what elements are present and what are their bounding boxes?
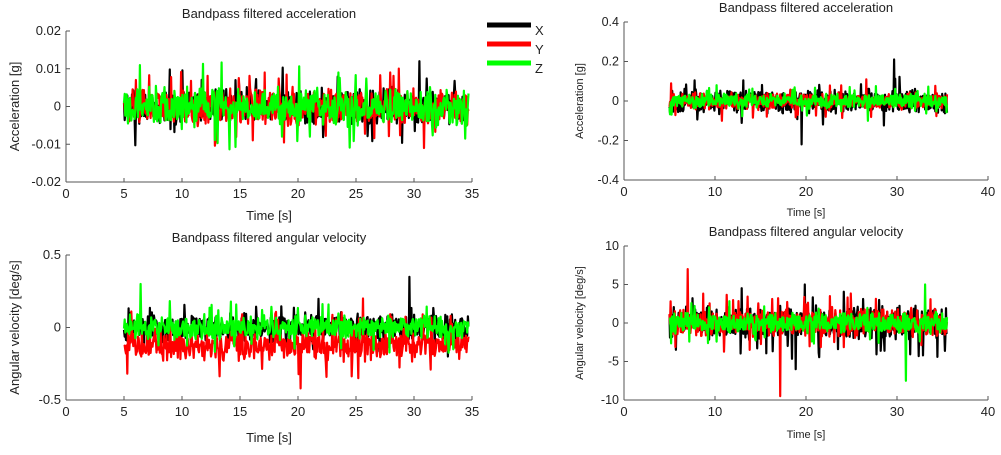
x-tick-label: 40 (981, 184, 995, 199)
y-tick-label: 0.5 (43, 247, 61, 262)
chart-panel-2: 0 10 20 30 40 0.4 0.2 0 -0.2 -0.4 Bandpass filtere… (574, 0, 995, 219)
series-line-z (668, 84, 949, 122)
series-line-y (123, 297, 470, 390)
y-tick-label: 10 (605, 239, 619, 253)
x-tick-label: 10 (175, 186, 189, 201)
chart-title: Bandpass filtered angular velocity (172, 230, 367, 245)
y-tick-label: 0.4 (602, 15, 619, 29)
x-axis-label: Time [s] (787, 207, 826, 219)
x-tick-label: 0 (620, 404, 627, 419)
y-tick-label: 5 (612, 278, 619, 292)
series-line-z (122, 282, 470, 354)
series-line-z (122, 61, 470, 151)
x-tick-label: 20 (291, 186, 305, 201)
x-axis-label: Time [s] (246, 208, 292, 223)
x-axis-label: Time [s] (787, 429, 826, 441)
legend-label-z: Z (535, 61, 543, 76)
x-tick-label: 20 (799, 184, 813, 199)
series-line-z (668, 283, 949, 382)
x-tick-label: 5 (120, 404, 127, 419)
chart-title: Bandpass filtered acceleration (182, 6, 356, 21)
y-tick-label: -10 (601, 393, 619, 407)
y-axis-label: Acceleration [g] (574, 63, 586, 139)
x-tick-label: 25 (349, 404, 363, 419)
y-axis-label: Angular velocity [deg/s] (574, 266, 586, 380)
x-tick-label: 15 (233, 404, 247, 419)
x-tick-label: 30 (407, 186, 421, 201)
x-tick-label: 30 (890, 404, 904, 419)
y-tick-label: -0.5 (39, 392, 61, 407)
x-tick-label: 20 (799, 404, 813, 419)
legend: XYZ (487, 22, 544, 76)
y-tick-label: 0 (54, 320, 61, 335)
y-tick-label: -5 (608, 355, 619, 369)
chart-panel-1: 0 5 10 15 20 25 30 35 0.02 0.01 0 -0.01 -0.02 Bandpas… (7, 6, 479, 223)
y-tick-label: 0 (612, 316, 619, 330)
x-tick-label: 0 (620, 184, 627, 199)
x-tick-label: 10 (708, 184, 722, 199)
y-tick-label: 0.01 (36, 61, 61, 76)
y-axis-label: Acceleration [g] (7, 62, 22, 152)
y-tick-label: 0 (54, 99, 61, 114)
x-tick-label: 10 (175, 404, 189, 419)
y-axis-label: Angular velocity [deg/s] (7, 260, 22, 394)
y-tick-label: 0 (612, 94, 619, 108)
y-tick-label: 0.02 (36, 23, 61, 38)
x-tick-label: 0 (62, 186, 69, 201)
x-tick-label: 30 (407, 404, 421, 419)
chart-title: Bandpass filtered angular velocity (709, 224, 904, 239)
x-tick-label: 5 (120, 186, 127, 201)
y-tick-label: -0.4 (597, 173, 619, 187)
x-tick-label: 35 (465, 186, 479, 201)
x-tick-label: 30 (890, 184, 904, 199)
x-axis-label: Time [s] (246, 430, 292, 445)
chart-panel-4: 0 10 20 30 40 10 5 0 -5 -10 Bandpass filtered angu… (574, 224, 995, 441)
legend-label-x: X (535, 23, 544, 38)
y-tick-label: -0.01 (31, 136, 61, 151)
x-tick-label: 15 (233, 186, 247, 201)
y-tick-label: 0.2 (602, 55, 619, 69)
legend-label-y: Y (535, 42, 544, 57)
x-tick-label: 40 (981, 404, 995, 419)
y-tick-label: -0.2 (597, 134, 619, 148)
x-tick-label: 35 (465, 404, 479, 419)
x-tick-label: 10 (708, 404, 722, 419)
x-tick-label: 20 (291, 404, 305, 419)
x-tick-label: 0 (62, 404, 69, 419)
y-tick-label: -0.02 (31, 174, 61, 189)
x-tick-label: 25 (349, 186, 363, 201)
chart-title: Bandpass filtered acceleration (719, 0, 893, 15)
